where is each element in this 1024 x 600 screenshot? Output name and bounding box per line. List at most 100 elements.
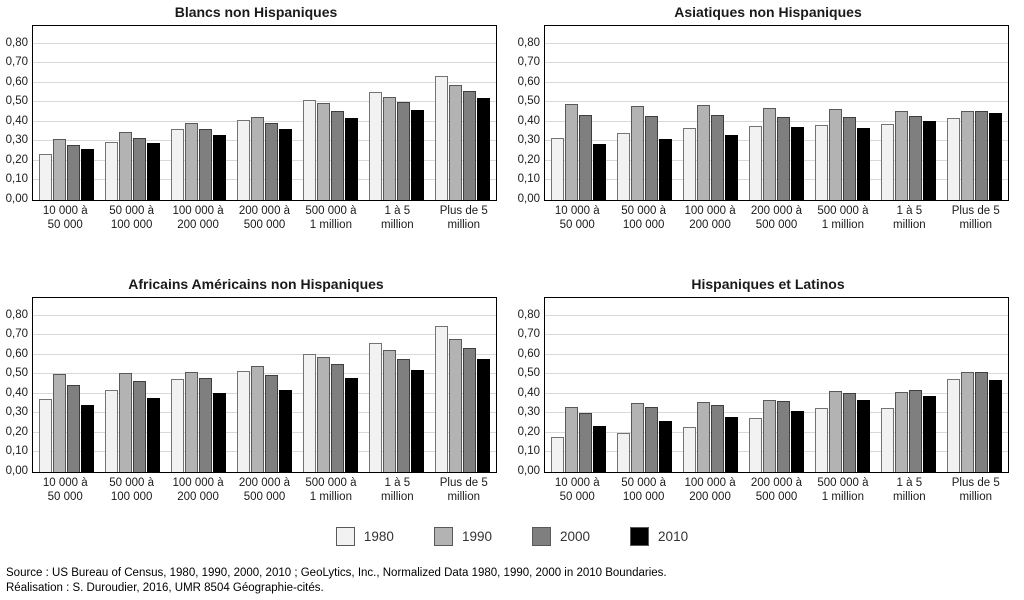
y-tick-label: 0,80 [517,36,540,49]
bar-2000 [264,122,278,200]
y-tick-label: 0,20 [5,425,28,438]
x-axis-labels: 10 000 à 50 000 50 000 à 100 000 100 000 à 20… [544,205,1009,232]
bar-2000 [132,138,146,200]
bar-1990 [383,97,397,200]
gridline [545,353,1008,355]
gridline [33,140,496,142]
x-category-label: 50 000 à 100 000 [109,205,155,231]
bar-1990 [449,84,463,200]
bar-2000 [397,102,411,200]
x-category-label: 200 000 à 500 000 [750,205,803,231]
bar-1990 [829,109,843,200]
gridline [33,334,496,336]
x-category-label: 1 à 5 million [893,205,926,231]
y-tick-label: 0,20 [517,153,540,166]
x-category-label: 1 à 5 million [381,477,414,503]
bar-1990 [118,373,132,472]
bar-group [942,26,1008,200]
gridline [545,431,1008,433]
chart-panel-1: Blancs non Hispaniques 0,00 0,10 0,20 0,30 0,… [0,0,512,250]
bar-1980 [550,436,564,472]
bar-1990 [630,106,644,200]
y-tick-label: 0,50 [517,367,540,380]
y-tick-label: 0,10 [517,173,540,186]
bar-2010 [724,134,738,200]
y-tick-label: 0,40 [5,114,28,127]
y-tick-label: 0,30 [517,134,540,147]
bar-group [545,26,611,200]
y-tick-label: 0,00 [5,193,28,205]
bar-2000 [331,364,345,472]
x-category-label: Plus de 5 million [951,205,1000,231]
bar-1990 [250,116,264,200]
x-axis-labels: 10 000 à 50 000 50 000 à 100 000 100 000 à 20… [544,477,1009,504]
chart-panel-4: Hispaniques et Latinos 0,00 0,10 0,20 0,30 0,… [512,272,1024,522]
gridline [33,314,496,316]
bar-group [876,298,942,472]
plot-box [32,297,497,473]
bar-2000 [975,111,989,200]
bar-1980 [38,154,52,200]
y-tick-label: 0,70 [517,328,540,341]
y-tick-label: 0,30 [517,406,540,419]
x-category-label: 10 000 à 50 000 [554,205,600,231]
bar-2010 [278,128,292,200]
bar-1990 [184,122,198,200]
bar-group [298,298,364,472]
x-category-label: 100 000 à 200 000 [172,205,224,231]
bar-2010 [345,378,359,472]
bar-2010 [477,358,491,472]
bar-2000 [463,347,477,472]
gridline [545,140,1008,142]
gridline [545,179,1008,181]
bar-1980 [815,408,829,472]
bar-2010 [411,110,425,200]
y-tick-label: 0,80 [517,308,540,321]
bar-2010 [923,120,937,200]
gridline [33,412,496,414]
bar-1990 [564,104,578,200]
y-tick-label: 0,40 [5,386,28,399]
gridline [33,392,496,394]
x-category-label: 10 000 à 50 000 [42,205,88,231]
bar-2000 [264,375,278,472]
bar-2010 [146,143,160,200]
legend-label: 2000 [560,529,591,544]
y-tick-label: 0,10 [5,445,28,458]
bar-2010 [857,399,871,472]
bar-group [545,298,611,472]
bar-2000 [132,381,146,472]
bar-group [231,26,297,200]
gridline [545,81,1008,83]
bar-1990 [184,372,198,472]
gridline [545,101,1008,103]
plot-wrap: 10 000 à 50 000 50 000 à 100 000 100 000 à 20… [544,297,1009,504]
bar-1980 [236,119,250,200]
y-tick-label: 0,70 [5,328,28,341]
bar-group [743,298,809,472]
panel-title: Blancs non Hispaniques [174,4,338,20]
panel-title: Africains Américains non Hispaniques [128,276,384,292]
legend-swatch [433,527,453,546]
bar-2000 [578,413,592,472]
bar-2010 [790,126,804,200]
bar-1980 [303,100,317,200]
legend-label: 2010 [658,529,689,544]
y-tick-label: 0,00 [517,465,540,477]
x-category-label: 50 000 à 100 000 [109,477,155,503]
bar-1990 [895,111,909,200]
bar-group [33,298,99,472]
bar-1990 [762,399,776,472]
panel-title: Asiatiques non Hispaniques [674,4,862,20]
bar-1980 [38,398,52,472]
bar-1990 [961,111,975,200]
y-axis-ticks: 0,00 0,10 0,20 0,30 0,40 0,50 0,60 0,70 0,80 [0,297,32,477]
bar-2000 [397,358,411,472]
bar-1990 [630,402,644,472]
bar-2000 [710,404,724,472]
x-category-label: 100 000 à 200 000 [172,477,224,503]
y-tick-label: 0,50 [5,95,28,108]
bar-1990 [895,391,909,472]
